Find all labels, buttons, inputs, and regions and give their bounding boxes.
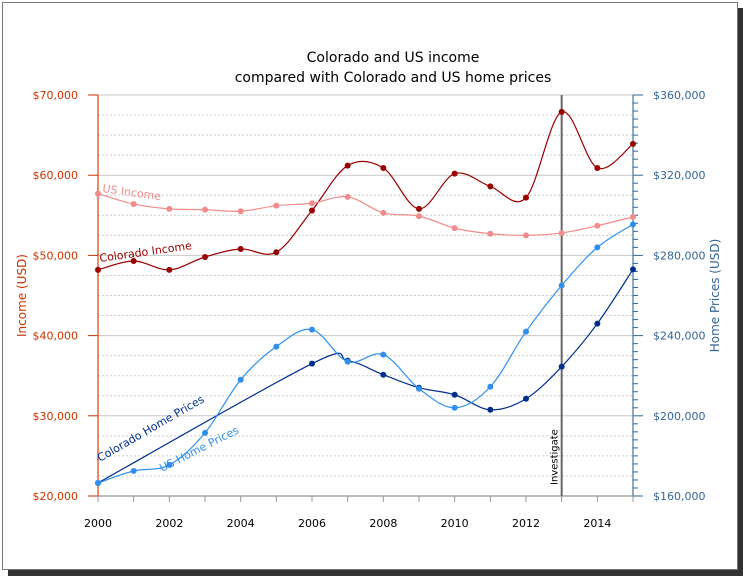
colorado-income-point xyxy=(309,207,315,214)
us-income-point xyxy=(273,202,280,209)
left-tick-label: $20,000 xyxy=(33,490,79,503)
us-income-point xyxy=(451,225,458,232)
left-axis-title: Income (USD) xyxy=(15,254,29,337)
colorado-home-prices-point xyxy=(309,360,315,367)
colorado-income-point xyxy=(237,245,244,252)
us-income-line xyxy=(97,193,634,236)
annotation-label: Investigate xyxy=(550,429,561,485)
colorado-income-point xyxy=(523,194,529,201)
us-home-prices-label: US Home Prices xyxy=(157,423,241,474)
right-tick-label: $320,000 xyxy=(653,169,706,182)
us-home-prices-point xyxy=(237,376,244,383)
right-tick-label: $160,000 xyxy=(653,490,706,503)
colorado-home-prices-point xyxy=(630,266,636,273)
us-income-point xyxy=(630,213,636,220)
left-tick-label: $40,000 xyxy=(33,330,79,343)
colorado-income-point xyxy=(380,164,387,171)
us-home-prices-point xyxy=(558,282,565,289)
us-income-point xyxy=(416,213,422,220)
us-home-prices-point xyxy=(594,244,601,251)
left-tick-label: $50,000 xyxy=(33,249,79,262)
colorado-income-label: Colorado Income xyxy=(99,239,193,265)
us-income-point xyxy=(487,230,494,237)
us-home-prices-point xyxy=(166,461,173,468)
left-tick-label: $30,000 xyxy=(33,410,79,423)
us-home-prices-point xyxy=(309,326,315,333)
x-tick-label: 2008 xyxy=(369,517,397,530)
us-income-point xyxy=(344,193,351,200)
us-income-point xyxy=(380,209,387,216)
colorado-home-prices-point xyxy=(380,371,387,378)
x-tick-label: 2004 xyxy=(227,517,255,530)
colorado-income-point xyxy=(202,254,208,261)
colorado-income-point xyxy=(130,258,137,265)
colorado-home-prices-point xyxy=(558,363,565,370)
colorado-income-point xyxy=(487,183,494,190)
us-income-point xyxy=(166,205,173,212)
us-home-prices-point xyxy=(202,429,208,436)
colorado-home-prices-point xyxy=(487,406,494,413)
us-home-prices-point xyxy=(344,358,351,365)
us-income-point xyxy=(202,206,208,213)
us-home-prices-point xyxy=(95,479,101,486)
colorado-home-prices-point xyxy=(523,395,529,402)
x-tick-label: 2000 xyxy=(84,517,112,530)
us-home-prices-point xyxy=(130,467,137,474)
us-home-prices-point xyxy=(487,383,494,390)
colorado-income-point xyxy=(594,164,601,171)
us-home-prices-point xyxy=(523,328,529,335)
x-tick-label: 2014 xyxy=(583,517,611,530)
colorado-home-prices-point xyxy=(451,391,458,398)
us-home-prices-point xyxy=(451,404,458,411)
us-home-prices-point xyxy=(380,351,387,358)
right-tick-label: $240,000 xyxy=(653,330,706,343)
colorado-income-point xyxy=(630,140,636,147)
us-income-point xyxy=(523,232,529,239)
right-tick-label: $280,000 xyxy=(653,249,706,262)
left-tick-label: $70,000 xyxy=(33,89,79,102)
us-income-point xyxy=(309,200,315,207)
colorado-income-line xyxy=(97,111,634,271)
colorado-income-point xyxy=(273,249,280,256)
x-tick-label: 2002 xyxy=(155,517,183,530)
us-home-prices-point xyxy=(273,343,280,350)
colorado-income-point xyxy=(166,266,173,273)
x-tick-label: 2010 xyxy=(441,517,469,530)
chart-title: Colorado and US income xyxy=(307,50,480,66)
colorado-income-point xyxy=(344,162,351,169)
left-tick-label: $60,000 xyxy=(33,169,79,182)
chart-title: compared with Colorado and US home price… xyxy=(235,70,552,86)
x-tick-label: 2006 xyxy=(298,517,326,530)
right-tick-label: $200,000 xyxy=(653,410,706,423)
us-income-point xyxy=(237,208,244,215)
colorado-income-point xyxy=(558,108,565,115)
us-income-point xyxy=(130,201,137,208)
us-home-prices-point xyxy=(630,221,636,228)
colorado-income-point xyxy=(416,205,422,212)
us-income-point xyxy=(558,229,565,236)
right-axis-title: Home Prices (USD) xyxy=(708,239,722,353)
us-income-point xyxy=(594,222,601,229)
colorado-income-point xyxy=(451,170,458,177)
us-income-label: US Income xyxy=(102,182,162,203)
x-tick-label: 2012 xyxy=(512,517,540,530)
colorado-home-prices-point xyxy=(594,320,601,327)
chart-window xyxy=(2,2,738,570)
colorado-income-point xyxy=(95,266,101,273)
right-tick-label: $360,000 xyxy=(653,89,706,102)
us-income-point xyxy=(95,190,101,197)
us-home-prices-point xyxy=(416,385,422,392)
us-home-prices-line xyxy=(97,223,634,484)
